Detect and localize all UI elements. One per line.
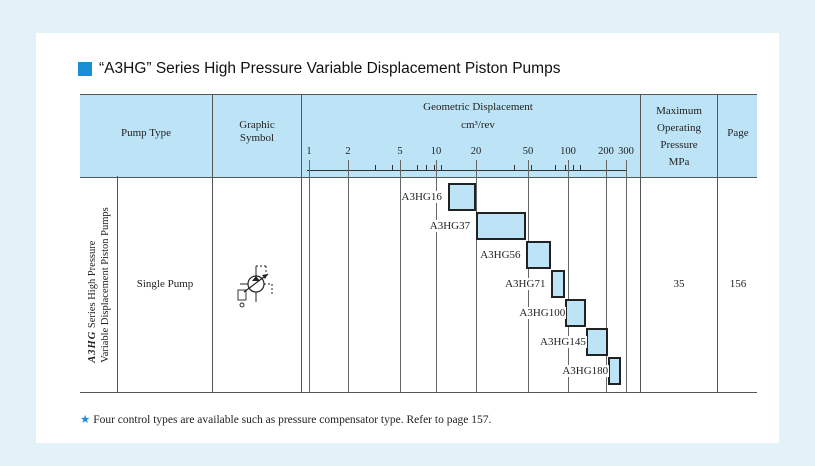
header-mpa: MPa [668,156,690,168]
scale-major-tick [400,160,401,176]
scale-gridline [400,176,401,393]
star-icon: ★ [80,414,91,426]
scale-major-tick [606,160,607,176]
scale-minor-tick [579,165,581,170]
section-heading: “A3HG” Series High Pressure Variable Dis… [78,60,560,78]
scale-major-tick [568,160,569,176]
row-pump-type: Single Pump [136,278,194,290]
model-label: A3HG145 [539,336,587,348]
model-bar [586,328,609,356]
model-bar [447,183,476,211]
scale-minor-tick [434,165,436,170]
scale-minor-tick [572,165,574,170]
scale-minor-tick [513,165,515,170]
header-page: Page [727,127,749,139]
header-pump-type: Pump Type [120,127,172,139]
scale-major-tick [528,160,529,176]
col-divider [301,94,302,392]
model-bar [565,299,586,327]
header-pressure: Pressure [660,139,698,151]
scale-minor-tick [426,165,428,170]
scale-tick-label: 5 [397,146,403,157]
col-divider [117,176,118,392]
scale-gridline [568,176,569,393]
scale-minor-tick [530,165,532,170]
scale-tick-label: 50 [522,146,534,157]
header-symbol: Symbol [239,132,275,144]
scale-minor-tick [555,165,557,170]
scale-minor-tick [441,165,443,170]
model-bar [526,241,552,269]
scale-gridline [626,176,627,393]
model-label: A3HG180 [561,365,610,377]
scale-minor-tick [375,165,377,170]
col-divider [640,94,641,392]
scale-tick-label: 200 [598,146,614,157]
model-bar [475,212,527,240]
heading-square-icon [78,62,92,76]
header-displacement-unit: cm³/rev [461,119,495,131]
model-bar [608,357,622,385]
scale-tick-label: 20 [470,146,482,157]
row-page: 156 [729,278,747,290]
row-pressure: 35 [673,278,685,290]
model-label: A3HG37 [428,220,472,232]
model-label: A3HG16 [400,191,443,203]
footnote: ★ Four control types are available such … [80,412,491,426]
scale-gridline [348,176,349,393]
scale-major-tick [436,160,437,176]
scale-major-tick [309,160,310,176]
col-divider [717,94,718,392]
header-displacement: Geometric Displacement [423,101,533,113]
page-title: “A3HG” Series High Pressure Variable Dis… [99,60,561,77]
scale-tick-label: 1 [306,146,312,157]
model-bar [551,270,566,298]
scale-gridline [309,176,310,393]
model-label: A3HG56 [479,249,522,261]
col-divider [212,94,213,392]
series-logo: A3HG [87,330,98,363]
scale-tick-label: 2 [345,146,351,157]
series-line2: Variable Displacement Piston Pumps [100,207,111,363]
table-bottom-rule [80,392,757,393]
scale-gridline [606,176,607,393]
scale-major-tick [476,160,477,176]
scale-minor-tick [564,165,566,170]
scale-tick-label: 100 [560,146,576,157]
scale-minor-tick [392,165,394,170]
header-maximum: Maximum [656,105,702,117]
model-label: A3HG71 [504,278,547,290]
footnote-text: Four control types are available such as… [93,414,492,426]
series-side-label: A3HG Series High Pressure Variable Displ… [83,195,115,375]
table-header [80,94,757,178]
scale-axis [307,170,627,171]
series-line1: Series High Pressure [87,240,98,329]
scale-major-tick [626,160,627,176]
pump-symbol-icon [237,265,273,308]
header-graphic: Graphic [239,119,275,131]
scale-tick-label: 300 [618,146,634,157]
scale-gridline [436,176,437,393]
header-operating: Operating [657,122,701,134]
scale-minor-tick [416,165,418,170]
scale-gridline [476,176,477,393]
scale-major-tick [348,160,349,176]
scale-tick-label: 10 [430,146,442,157]
model-label: A3HG100 [518,307,567,319]
